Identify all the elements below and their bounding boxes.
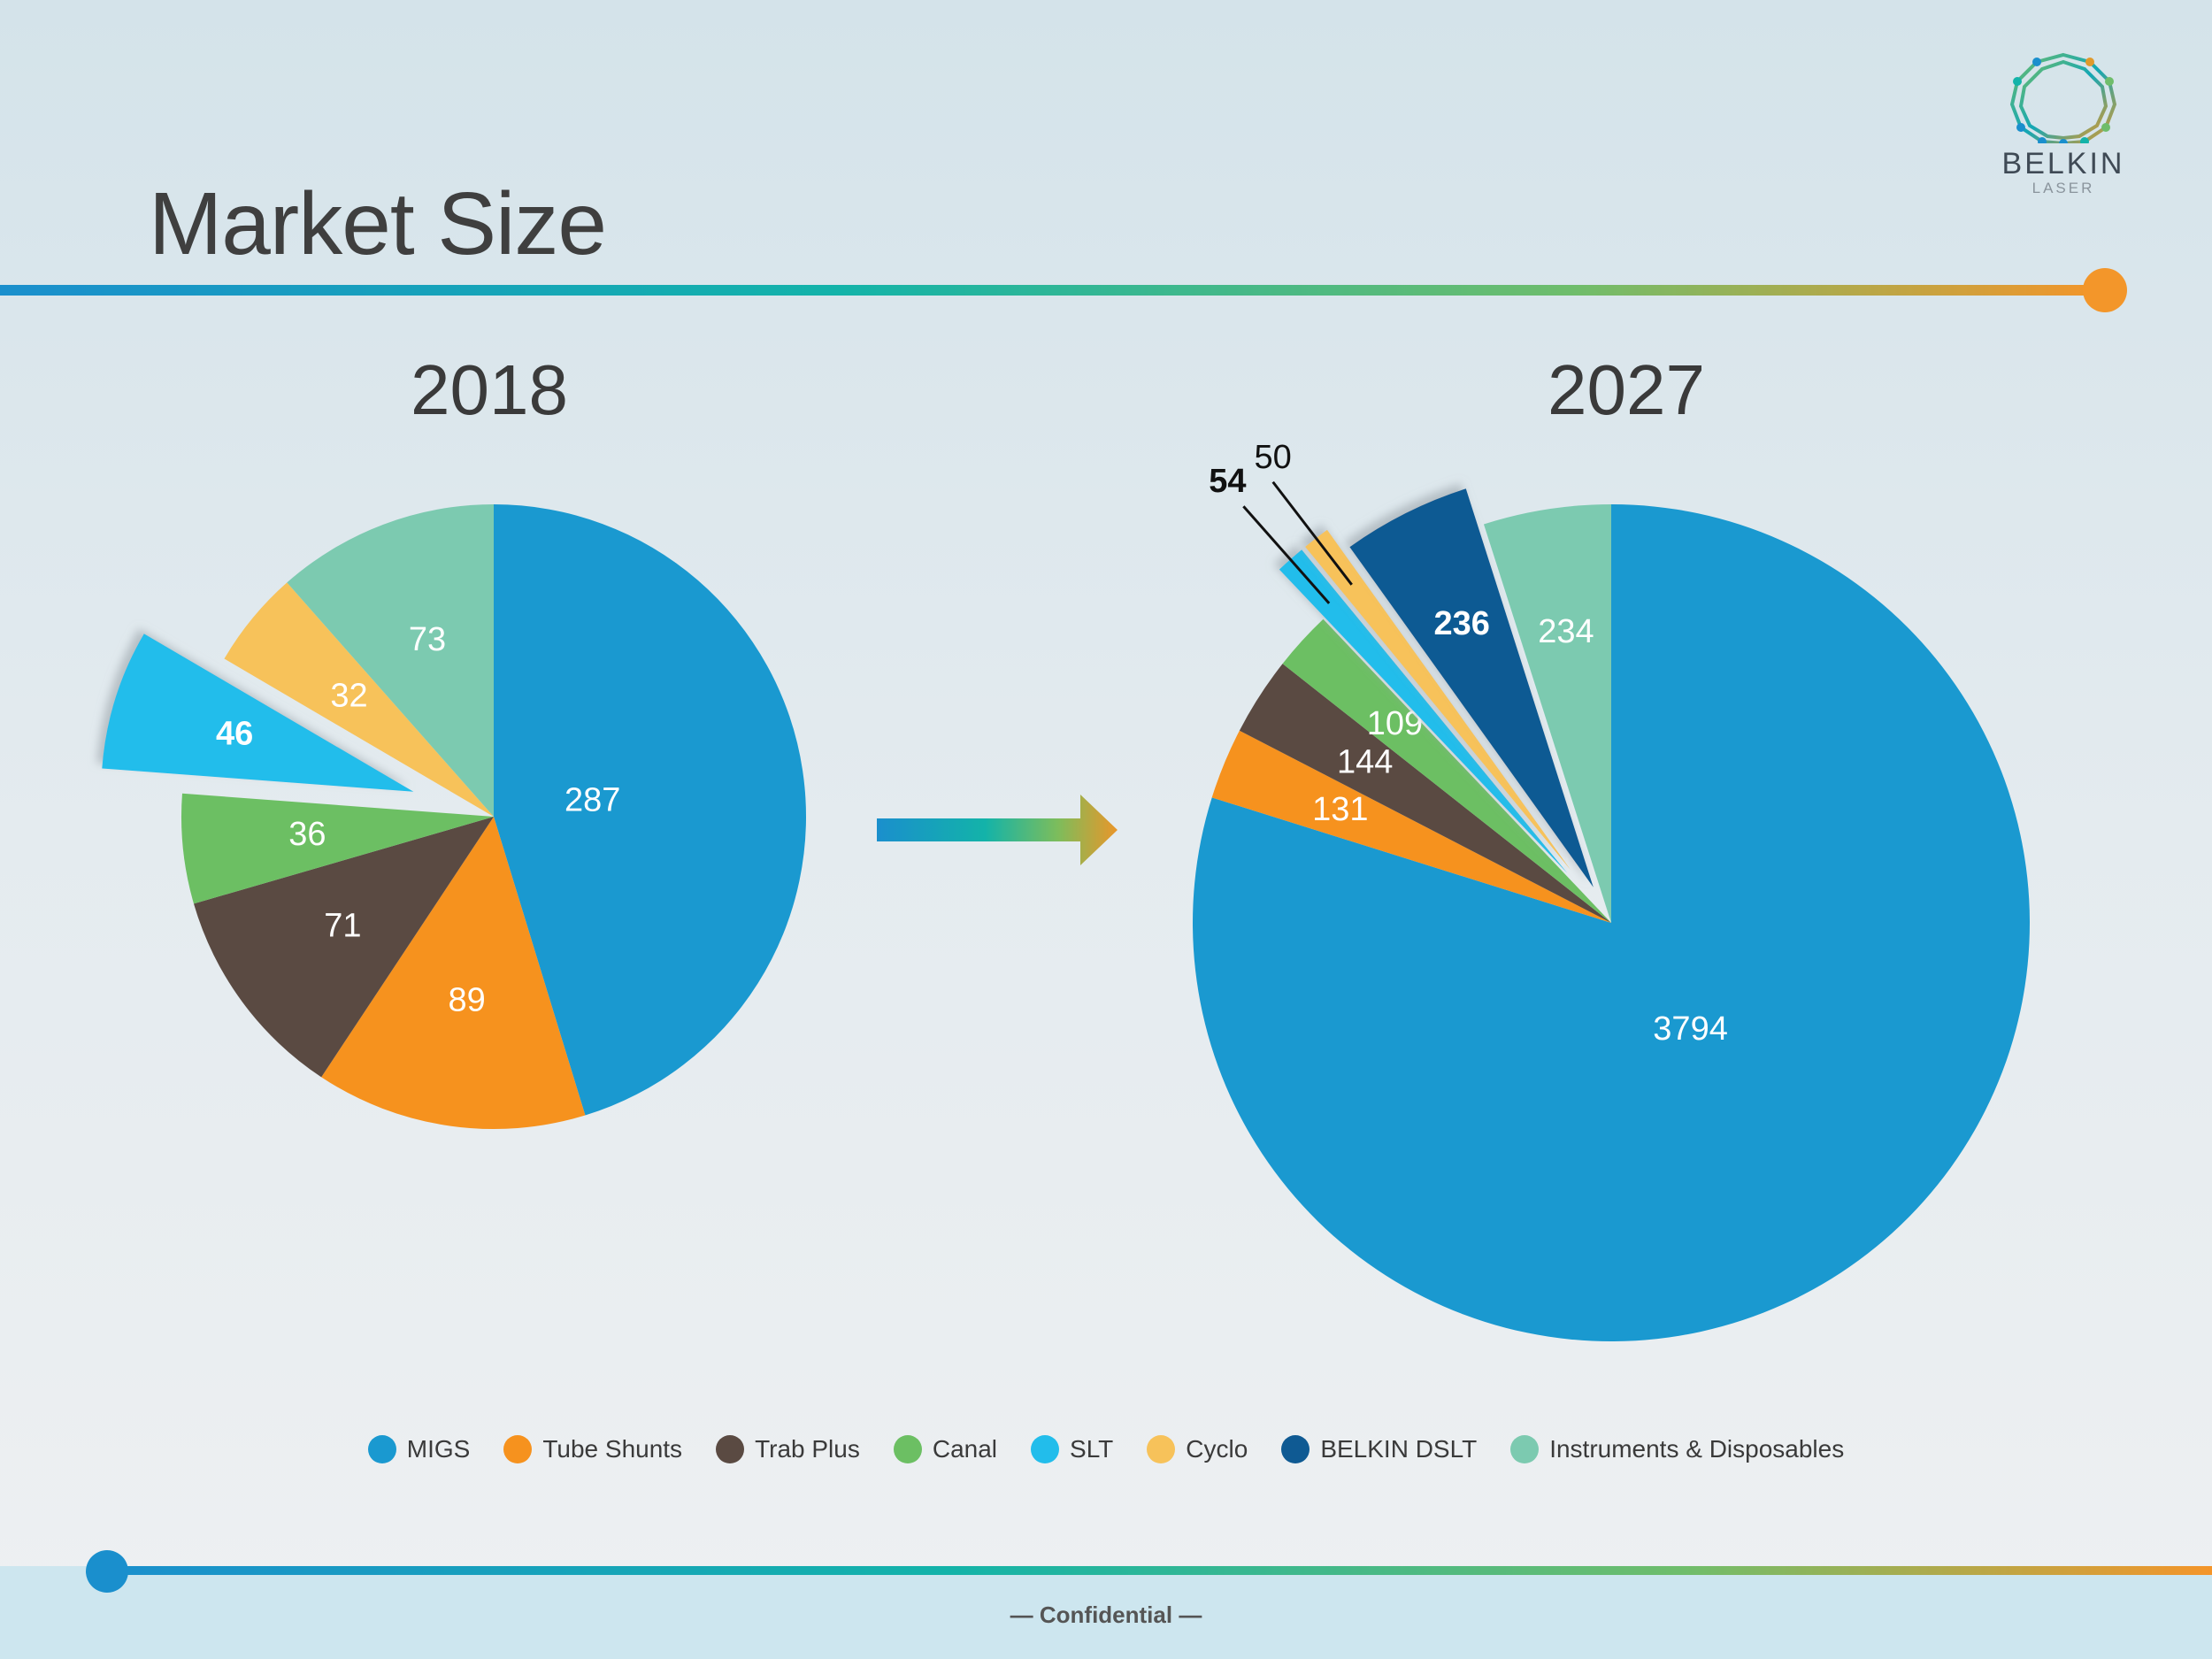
- pie-slice-2018-migs: [494, 504, 807, 1116]
- data-label-2018-tube-shunts: 89: [449, 982, 486, 1019]
- data-label-2027-instruments-and-disposables: 234: [1538, 613, 1594, 650]
- chart-title-2027: 2027: [1548, 350, 1705, 429]
- page-title: Market Size: [149, 174, 607, 273]
- legend-label: Trab Plus: [755, 1435, 860, 1463]
- pie-slice-2027-tube-shunts: [1211, 730, 1611, 923]
- footer-divider-dot: [86, 1550, 128, 1593]
- legend-label: Tube Shunts: [542, 1435, 683, 1463]
- legend-label: Instruments & Disposables: [1549, 1435, 1845, 1463]
- pie-slice-2018-canal: [181, 793, 495, 904]
- data-label-2027-trab-plus: 144: [1337, 744, 1393, 781]
- chart-title-2018: 2018: [411, 350, 568, 429]
- data-label-2027-canal: 109: [1367, 705, 1423, 742]
- pie-slice-2027-canal: [1282, 618, 1611, 923]
- header-divider-dot: [2083, 268, 2127, 312]
- legend-item-migs: MIGS: [367, 1435, 471, 1463]
- legend-swatch: [716, 1435, 745, 1463]
- legend-label: BELKIN DSLT: [1320, 1435, 1478, 1463]
- pie-slice-2018-instruments-and-disposables: [287, 504, 494, 817]
- data-label-2027-belkin-dslt: 236: [1434, 605, 1490, 642]
- belkin-logo-mark: [2009, 52, 2117, 143]
- header-divider: [0, 285, 2101, 296]
- legend-item-instruments-and-disposables: Instruments & Disposables: [1510, 1435, 1844, 1463]
- transition-arrow: [877, 795, 1118, 865]
- legend-swatch: [503, 1435, 533, 1463]
- pie-slice-2027-migs: [1193, 504, 2031, 1342]
- pie-slice-2027-slt: [1279, 549, 1568, 873]
- data-label-2027-slt: 54: [1209, 463, 1246, 500]
- legend-swatch: [1281, 1435, 1310, 1463]
- legend-item-slt: SLT: [1031, 1435, 1113, 1463]
- data-label-2027-tube-shunts: 131: [1312, 791, 1368, 828]
- legend-item-belkin-dslt: BELKIN DSLT: [1281, 1435, 1477, 1463]
- legend-label: Cyclo: [1186, 1435, 1248, 1463]
- legend-swatch: [1031, 1435, 1060, 1463]
- data-label-2018-migs: 287: [565, 781, 620, 818]
- data-label-2018-slt: 46: [216, 716, 253, 753]
- leader-line-2027-slt: [1242, 505, 1331, 604]
- data-label-2027-migs: 3794: [1653, 1010, 1728, 1048]
- belkin-logo: BELKIN LASER: [2001, 50, 2125, 197]
- legend-swatch: [1510, 1435, 1540, 1463]
- data-label-2018-cyclo: 32: [330, 677, 367, 714]
- pie-slice-2018-slt: [102, 634, 414, 792]
- legend-item-canal: Canal: [893, 1435, 998, 1463]
- footer-divider: [106, 1566, 2212, 1575]
- confidential-label: — Confidential —: [1010, 1601, 1202, 1628]
- data-label-2027-cyclo: 50: [1255, 439, 1292, 476]
- pie-slice-2027-instruments-and-disposables: [1483, 504, 1611, 923]
- pie-slice-2018-cyclo: [224, 582, 494, 817]
- data-label-2018-instruments-and-disposables: 73: [409, 621, 446, 658]
- legend-swatch: [1147, 1435, 1176, 1463]
- legend-label: SLT: [1070, 1435, 1114, 1463]
- legend-swatch: [893, 1435, 922, 1463]
- legend-label: Canal: [932, 1435, 998, 1463]
- pie-slice-2018-tube-shunts: [321, 817, 586, 1129]
- data-label-2018-trab-plus: 71: [324, 908, 361, 945]
- logo-subtitle: LASER: [2032, 180, 2095, 196]
- pie-slice-2027-belkin-dslt: [1349, 488, 1594, 887]
- pie-slice-2027-cyclo: [1305, 529, 1571, 871]
- data-label-2018-canal: 36: [288, 816, 326, 853]
- leader-line-2027-cyclo: [1271, 480, 1353, 586]
- logo-name: BELKIN: [2001, 147, 2125, 180]
- chart-legend: MIGS Tube Shunts Trab Plus Canal SLT Cyclo BEL…: [0, 1435, 2212, 1463]
- footer-band: [0, 1566, 2212, 1659]
- pie-slice-2027-trab-plus: [1239, 664, 1611, 923]
- legend-item-trab-plus: Trab Plus: [716, 1435, 860, 1463]
- legend-swatch: [367, 1435, 396, 1463]
- legend-item-tube-shunts: Tube Shunts: [503, 1435, 682, 1463]
- pie-slice-2018-trab-plus: [193, 817, 494, 1078]
- legend-label: MIGS: [406, 1435, 471, 1463]
- legend-item-cyclo: Cyclo: [1147, 1435, 1248, 1463]
